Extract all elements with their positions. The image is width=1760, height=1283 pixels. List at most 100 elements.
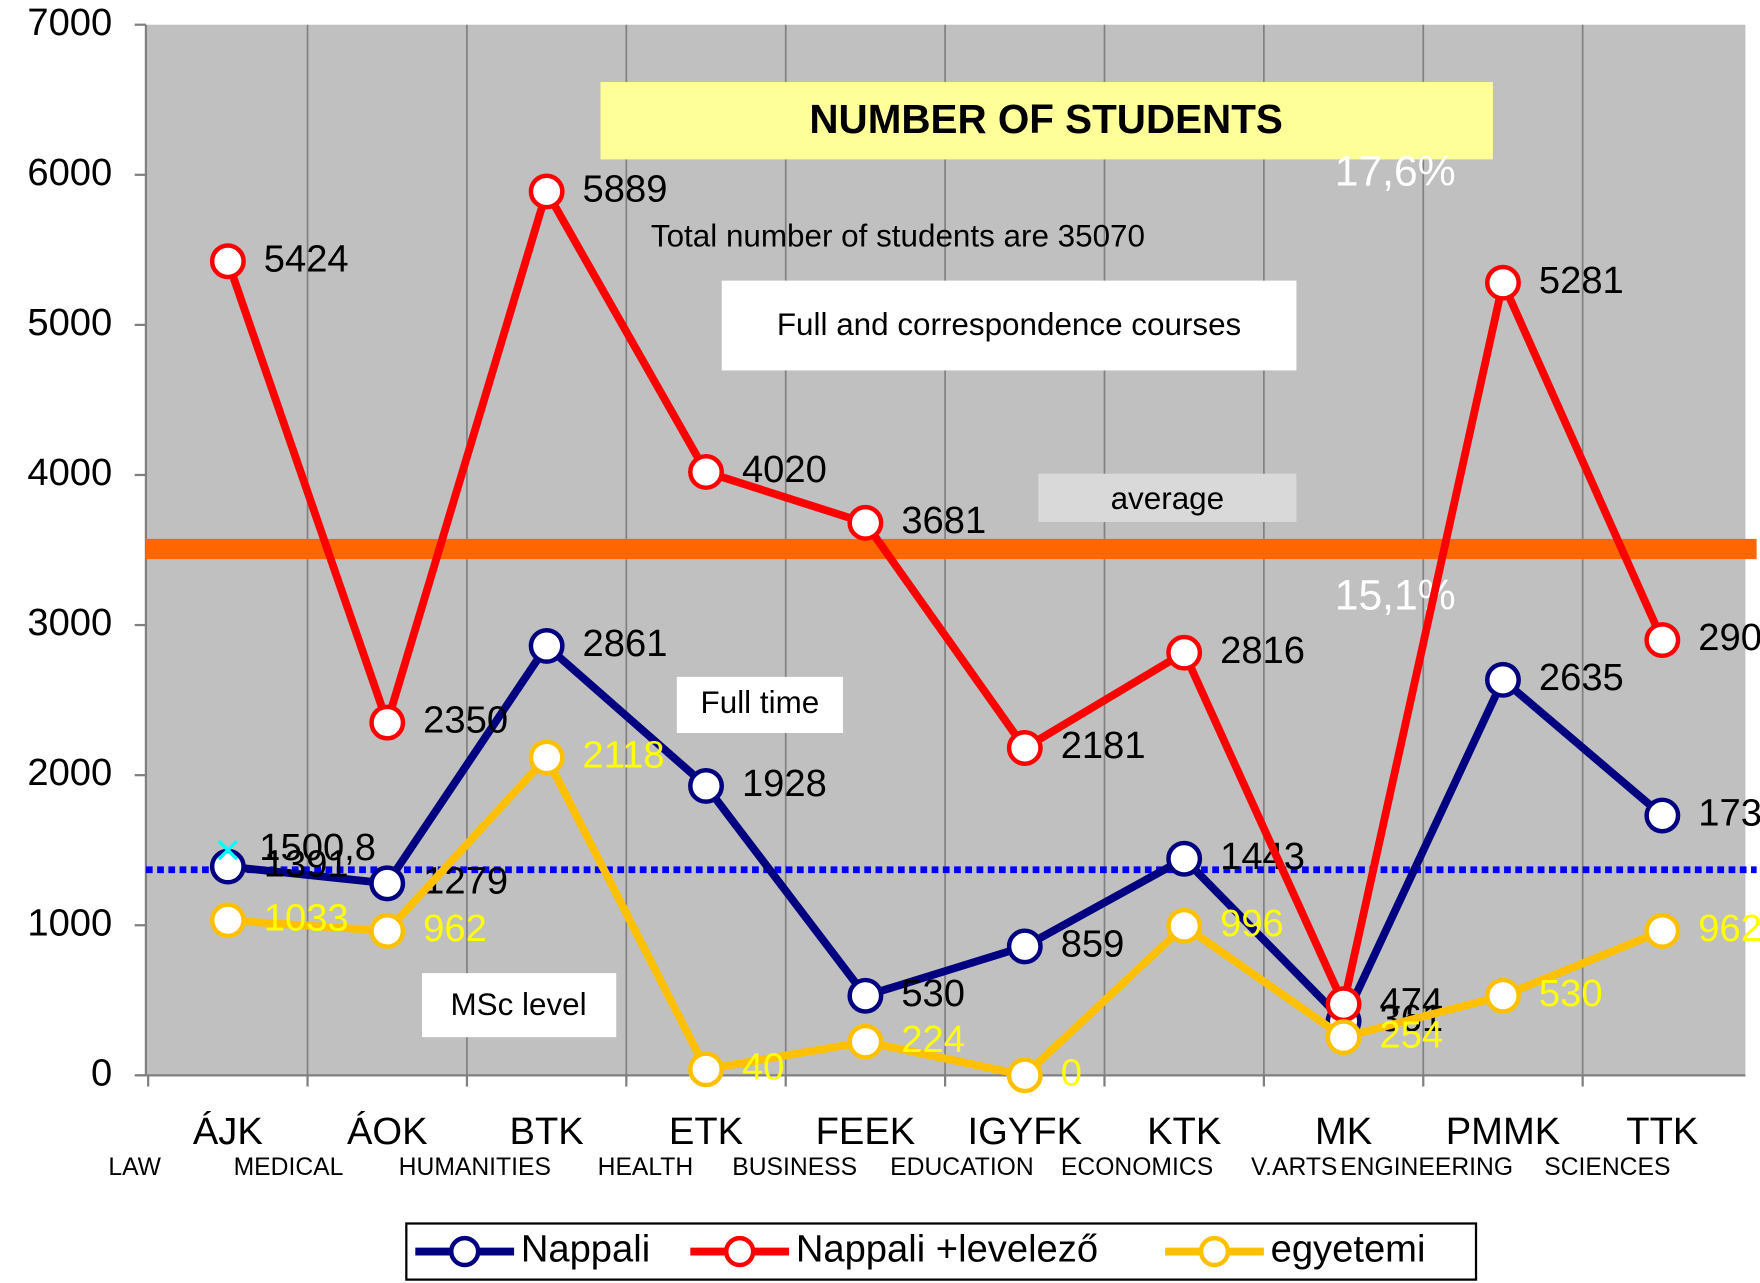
y-tick-label: 0 — [91, 1051, 112, 1094]
y-tick-label: 6000 — [27, 151, 112, 194]
point — [528, 739, 565, 776]
point — [688, 1051, 724, 1088]
point — [1484, 661, 1521, 698]
data-label: 2861 — [583, 622, 668, 665]
marker — [217, 839, 239, 861]
point — [1484, 264, 1521, 301]
data-label: 962 — [423, 907, 487, 950]
point — [847, 504, 884, 541]
x-tick-label: KTK — [1147, 1110, 1222, 1153]
legend-marker — [448, 1235, 481, 1268]
point — [1484, 977, 1521, 1014]
annotation-box — [721, 280, 1297, 371]
data-label: 1443 — [1220, 835, 1305, 878]
annotation: Full and correspondence courses — [777, 307, 1241, 342]
data-label: 859 — [1061, 922, 1125, 965]
data-label: 5281 — [1539, 259, 1624, 302]
data-label: 530 — [901, 972, 965, 1015]
point — [528, 627, 565, 664]
title-box — [600, 81, 1493, 160]
annotation: 17,6% — [1335, 147, 1456, 195]
data-label: 5424 — [264, 237, 349, 280]
x-sublabel: MEDICAL — [234, 1154, 344, 1181]
series-line — [227, 641, 1665, 1026]
data-label: 0 — [1061, 1051, 1082, 1094]
x-tick-label: MK — [1315, 1110, 1373, 1153]
point — [1166, 840, 1203, 877]
x-tick-label: ETK — [669, 1110, 744, 1153]
data-label: 1928 — [742, 762, 827, 805]
legend — [405, 1222, 1478, 1281]
data-label: 4020 — [742, 448, 827, 491]
y-tick-label: 2000 — [27, 751, 112, 794]
data-label: 2900 — [1698, 616, 1760, 659]
annotation-box — [422, 973, 617, 1038]
x-sublabel: ENGINEERING — [1340, 1154, 1513, 1181]
data-label: 224 — [901, 1018, 965, 1061]
x-tick-label: PMMK — [1446, 1110, 1561, 1153]
y-tick-label: 1000 — [27, 901, 112, 944]
x-tick-label: IGYFK — [968, 1110, 1083, 1153]
average-label: average — [1111, 481, 1225, 516]
x-sublabel: LAW — [108, 1154, 161, 1181]
point — [1166, 634, 1203, 671]
chart-title: NUMBER OF STUDENTS — [809, 96, 1282, 142]
x-sublabel: HEALTH — [598, 1154, 694, 1181]
point — [1006, 928, 1043, 965]
legend-label: Nappali — [521, 1228, 650, 1271]
data-label: 962 — [1698, 907, 1760, 950]
point — [209, 848, 246, 885]
data-label: 530 — [1539, 972, 1603, 1015]
series-line — [227, 753, 1664, 1080]
legend-label: Nappali +levelező — [796, 1228, 1098, 1271]
point — [1006, 1057, 1043, 1094]
annotation: MSc level — [451, 987, 587, 1022]
legend-marker — [723, 1235, 756, 1268]
y-tick-label: 3000 — [27, 601, 112, 644]
x-sublabel: SCIENCES — [1544, 1154, 1670, 1181]
data-label: 2816 — [1220, 629, 1305, 672]
point — [209, 243, 246, 280]
average-box — [1038, 473, 1297, 522]
data-label: 1391 — [264, 843, 349, 886]
x-tick-label: FEEK — [816, 1110, 916, 1153]
data-label: 3681 — [901, 499, 986, 542]
legend-marker — [1198, 1235, 1231, 1268]
point — [688, 454, 724, 490]
x-tick-label: ÁJK — [193, 1110, 264, 1153]
point — [369, 865, 406, 902]
annotation: Total number of students are 35070 — [651, 218, 1145, 253]
point — [1644, 797, 1681, 834]
annotation-box — [676, 676, 843, 733]
x-tick-label: ÁOK — [347, 1110, 428, 1153]
point — [209, 902, 246, 939]
data-label: 996 — [1220, 902, 1284, 945]
point — [1325, 1019, 1362, 1056]
x-tick-label: TTK — [1626, 1110, 1699, 1153]
y-tick-label: 4000 — [27, 451, 112, 494]
data-label: 40 — [742, 1045, 784, 1088]
x-sublabel: V.ARTS — [1251, 1154, 1337, 1181]
y-tick-label: 5000 — [27, 301, 112, 344]
data-label: 2118 — [583, 734, 665, 777]
point — [847, 1023, 884, 1060]
point — [528, 173, 565, 210]
point — [369, 912, 406, 949]
data-label: 2181 — [1061, 724, 1146, 767]
point — [1006, 730, 1043, 766]
data-label: 1731 — [1698, 792, 1760, 835]
point — [369, 704, 406, 741]
point — [1644, 912, 1681, 949]
x-sublabel: BUSINESS — [732, 1154, 857, 1181]
point — [688, 767, 724, 804]
point — [1166, 907, 1203, 944]
series-line — [224, 187, 1666, 1009]
data-label: 1033 — [264, 896, 349, 939]
x-sublabel: ECONOMICS — [1061, 1154, 1213, 1181]
point — [1644, 622, 1681, 659]
data-label: 5889 — [583, 168, 668, 211]
data-label: 2350 — [423, 699, 508, 742]
data-label: 254 — [1379, 1013, 1443, 1056]
x-sublabel: HUMANITIES — [399, 1154, 551, 1181]
